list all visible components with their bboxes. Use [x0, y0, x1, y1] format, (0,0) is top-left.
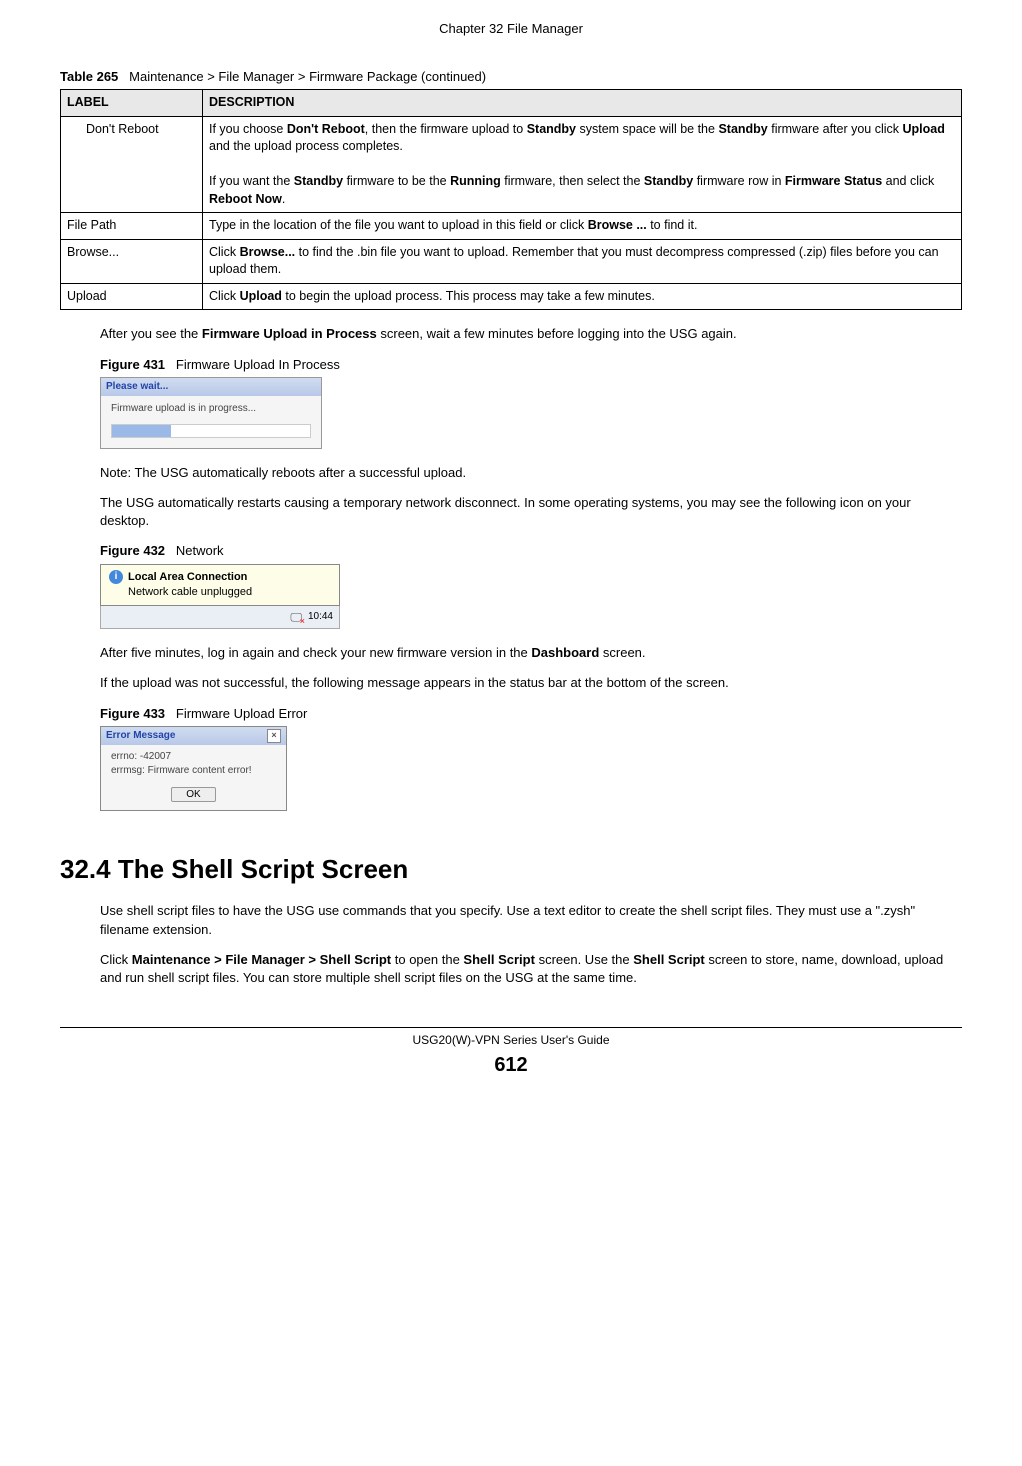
table-caption: Table 265 Maintenance > File Manager > F…: [60, 68, 962, 86]
table-cell-description: Type in the location of the file you wan…: [203, 213, 962, 240]
table-cell-label: Upload: [61, 283, 203, 310]
firmware-table: LABEL DESCRIPTION Don't RebootIf you cho…: [60, 89, 962, 310]
paragraph-after-table: After you see the Firmware Upload in Pro…: [100, 325, 962, 343]
table-caption-text: Maintenance > File Manager > Firmware Pa…: [129, 69, 486, 84]
figure-432-text: Network: [176, 543, 224, 558]
table-header-label: LABEL: [61, 90, 203, 117]
figure-432-caption: Figure 432 Network: [100, 542, 962, 560]
table-cell-label: Don't Reboot: [61, 116, 203, 213]
upload-progress-bar: [111, 424, 311, 438]
info-icon: i: [109, 570, 123, 584]
table-cell-description: If you choose Don't Reboot, then the fir…: [203, 116, 962, 213]
table-row: UploadClick Upload to begin the upload p…: [61, 283, 962, 310]
network-notification: i Local Area Connection Network cable un…: [100, 564, 340, 630]
paragraph-restart: The USG automatically restarts causing a…: [100, 494, 962, 530]
table-caption-number: Table 265: [60, 69, 118, 84]
network-balloon: i Local Area Connection Network cable un…: [100, 564, 340, 607]
paragraph-shell-nav: Click Maintenance > File Manager > Shell…: [100, 951, 962, 987]
section-heading: 32.4 The Shell Script Screen: [60, 851, 962, 887]
upload-dialog-title: Please wait...: [101, 378, 321, 396]
figure-433-caption: Figure 433 Firmware Upload Error: [100, 705, 962, 723]
table-header-description: DESCRIPTION: [203, 90, 962, 117]
table-cell-label: Browse...: [61, 239, 203, 283]
figure-432: i Local Area Connection Network cable un…: [100, 564, 962, 630]
network-balloon-sub: Network cable unplugged: [128, 585, 331, 600]
ok-button[interactable]: OK: [171, 787, 215, 802]
figure-431-text: Firmware Upload In Process: [176, 357, 340, 372]
table-cell-description: Click Browse... to find the .bin file yo…: [203, 239, 962, 283]
table-row: Don't RebootIf you choose Don't Reboot, …: [61, 116, 962, 213]
table-cell-label: File Path: [61, 213, 203, 240]
page-number: 612: [60, 1051, 962, 1079]
paragraph-shell-intro: Use shell script files to have the USG u…: [100, 902, 962, 938]
table-row: Browse...Click Browse... to find the .bi…: [61, 239, 962, 283]
error-dialog: Error Message × errno: -42007 errmsg: Fi…: [100, 726, 287, 811]
figure-431-caption: Figure 431 Firmware Upload In Process: [100, 356, 962, 374]
table-cell-description: Click Upload to begin the upload process…: [203, 283, 962, 310]
paragraph-dashboard: After five minutes, log in again and che…: [100, 644, 962, 662]
paragraph-error: If the upload was not successful, the fo…: [100, 674, 962, 692]
upload-dialog-message: Firmware upload is in progress...: [101, 396, 321, 418]
page-footer: USG20(W)-VPN Series User's Guide 612: [60, 1027, 962, 1079]
figure-432-number: Figure 432: [100, 543, 165, 558]
figure-433: Error Message × errno: -42007 errmsg: Fi…: [100, 726, 962, 811]
network-balloon-title: Local Area Connection: [128, 570, 247, 585]
network-disconnected-icon: 🖵: [290, 609, 302, 626]
figure-433-text: Firmware Upload Error: [176, 706, 307, 721]
error-errno: errno: -42007: [111, 750, 278, 764]
taskbar: 🖵 10:44: [100, 606, 340, 629]
note-text: Note: The USG automatically reboots afte…: [100, 464, 962, 482]
footer-guide-name: USG20(W)-VPN Series User's Guide: [60, 1032, 962, 1049]
chapter-header: Chapter 32 File Manager: [60, 20, 962, 38]
upload-dialog: Please wait... Firmware upload is in pro…: [100, 377, 322, 449]
table-row: File PathType in the location of the fil…: [61, 213, 962, 240]
figure-433-number: Figure 433: [100, 706, 165, 721]
error-dialog-title: Error Message: [106, 729, 175, 743]
figure-431: Please wait... Firmware upload is in pro…: [100, 377, 962, 449]
taskbar-time: 10:44: [308, 610, 333, 624]
close-icon[interactable]: ×: [267, 729, 281, 743]
error-errmsg: errmsg: Firmware content error!: [111, 764, 278, 778]
figure-431-number: Figure 431: [100, 357, 165, 372]
